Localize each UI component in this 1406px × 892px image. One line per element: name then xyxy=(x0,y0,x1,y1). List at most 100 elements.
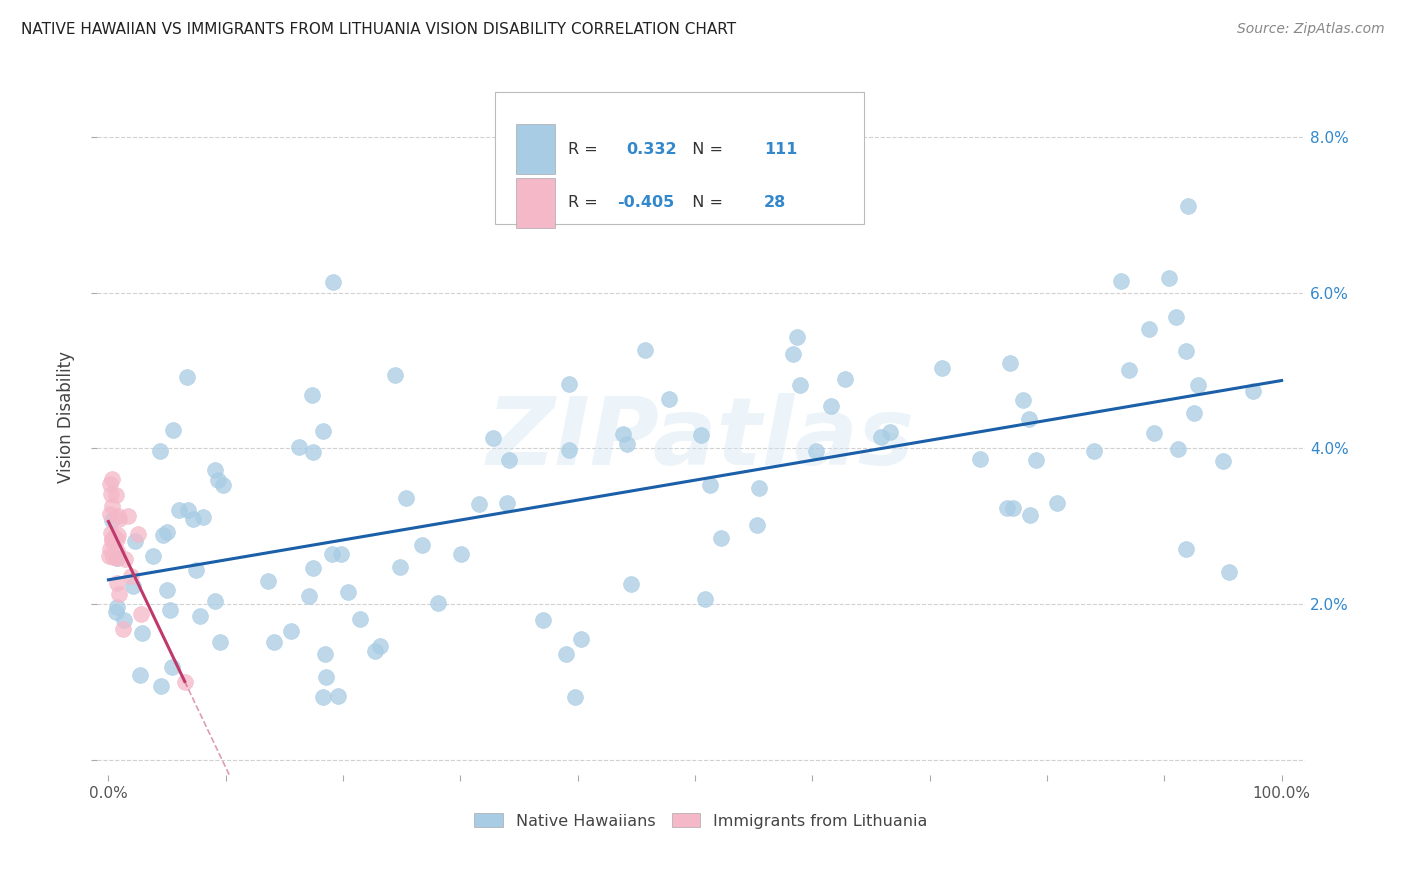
Point xyxy=(263,635,285,649)
Point xyxy=(564,690,586,705)
Point xyxy=(105,600,128,615)
Point xyxy=(297,589,319,603)
Point xyxy=(1212,454,1234,468)
Point xyxy=(634,343,657,357)
Text: N =: N = xyxy=(682,195,728,211)
Point xyxy=(105,576,128,591)
Text: R =: R = xyxy=(568,142,607,156)
Text: -0.405: -0.405 xyxy=(617,195,675,211)
Point xyxy=(1111,274,1133,288)
Point xyxy=(498,453,520,467)
Point xyxy=(122,579,145,593)
Point xyxy=(162,423,184,437)
Point xyxy=(127,527,149,541)
Point xyxy=(108,586,131,600)
Point xyxy=(1175,344,1198,359)
Point xyxy=(710,532,733,546)
Point xyxy=(388,560,411,574)
Point xyxy=(156,524,179,539)
Point xyxy=(879,425,901,440)
Point xyxy=(834,372,856,386)
Point xyxy=(124,534,146,549)
Point xyxy=(411,538,433,552)
Point xyxy=(131,626,153,640)
Legend: Native Hawaiians, Immigrants from Lithuania: Native Hawaiians, Immigrants from Lithua… xyxy=(468,806,934,835)
Point xyxy=(531,613,554,627)
Bar xyxy=(516,124,555,174)
Point xyxy=(181,511,204,525)
Point xyxy=(1018,508,1040,522)
Point xyxy=(1046,496,1069,510)
Point xyxy=(100,499,122,513)
Point xyxy=(337,585,360,599)
Point xyxy=(612,427,634,442)
Text: R =: R = xyxy=(568,195,603,211)
Point xyxy=(117,508,139,523)
Point xyxy=(558,376,581,391)
FancyBboxPatch shape xyxy=(495,92,865,224)
Point xyxy=(699,478,721,492)
Point xyxy=(105,533,128,547)
Point xyxy=(1241,384,1264,399)
Point xyxy=(995,501,1018,516)
Point xyxy=(105,606,128,620)
Point xyxy=(322,275,344,289)
Point xyxy=(114,551,136,566)
Point xyxy=(212,478,235,492)
Text: 28: 28 xyxy=(763,195,786,211)
Point xyxy=(107,550,129,565)
Point xyxy=(998,356,1021,370)
Point xyxy=(257,574,280,588)
Point xyxy=(321,547,343,561)
Point xyxy=(1159,271,1181,285)
Point xyxy=(1002,500,1025,515)
Point xyxy=(695,591,717,606)
Point xyxy=(1187,378,1209,392)
Point xyxy=(789,377,811,392)
Text: 0.332: 0.332 xyxy=(626,142,676,156)
Point xyxy=(329,547,352,561)
Point xyxy=(204,593,226,607)
Point xyxy=(1177,199,1199,213)
Point xyxy=(112,613,135,627)
Point xyxy=(658,392,681,407)
Point xyxy=(107,528,129,542)
Point xyxy=(1167,442,1189,457)
Point xyxy=(315,670,337,684)
Point xyxy=(100,487,122,501)
Point xyxy=(786,329,808,343)
Point xyxy=(1118,363,1140,377)
Point xyxy=(107,509,129,524)
Point xyxy=(1018,412,1040,426)
Point xyxy=(745,517,768,532)
Point xyxy=(207,473,229,487)
Point xyxy=(280,624,302,638)
Text: Source: ZipAtlas.com: Source: ZipAtlas.com xyxy=(1237,22,1385,37)
Point xyxy=(301,561,323,575)
Point xyxy=(159,603,181,617)
Point xyxy=(101,532,124,546)
Point xyxy=(101,513,124,527)
Point xyxy=(620,577,643,591)
Point xyxy=(98,477,121,491)
Text: N =: N = xyxy=(682,142,728,156)
Point xyxy=(870,430,893,444)
Point xyxy=(1143,425,1166,440)
Y-axis label: Vision Disability: Vision Disability xyxy=(58,351,75,483)
Point xyxy=(804,443,827,458)
Point xyxy=(748,481,770,495)
Point xyxy=(1025,452,1047,467)
Point xyxy=(208,635,231,649)
Point xyxy=(311,424,333,438)
Point xyxy=(314,648,336,662)
Point xyxy=(188,608,211,623)
Point xyxy=(103,549,125,564)
Point xyxy=(98,542,121,557)
Point xyxy=(105,544,128,558)
Point xyxy=(173,675,195,690)
Point xyxy=(301,388,323,402)
Point xyxy=(150,679,173,693)
Point xyxy=(616,437,638,451)
Point xyxy=(103,530,125,544)
Point xyxy=(186,563,208,577)
